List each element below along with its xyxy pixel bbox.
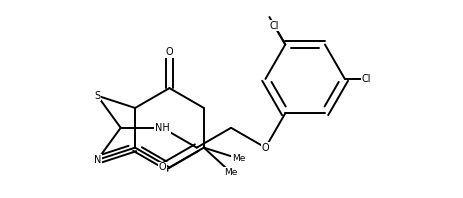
Text: Cl: Cl — [269, 21, 279, 31]
Text: S: S — [94, 91, 100, 101]
Text: Me: Me — [232, 154, 245, 163]
Text: Me: Me — [224, 168, 237, 177]
Text: Cl: Cl — [361, 74, 370, 84]
Text: N: N — [94, 155, 101, 165]
Text: NH: NH — [155, 123, 169, 133]
Text: O: O — [261, 143, 269, 153]
Text: O: O — [165, 47, 173, 57]
Text: O: O — [158, 163, 166, 172]
